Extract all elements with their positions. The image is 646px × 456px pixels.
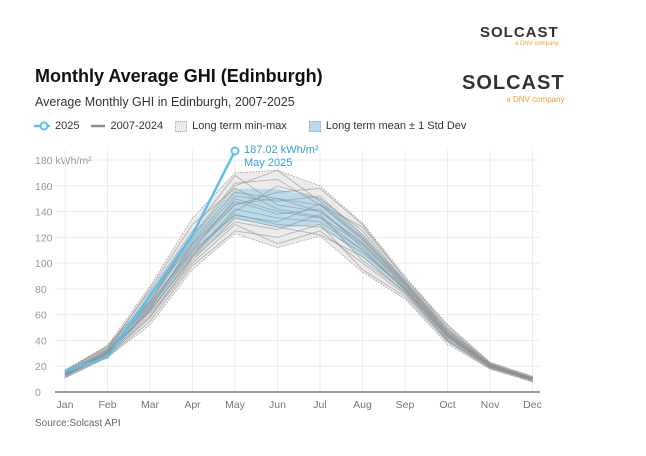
x-tick-label: Nov	[481, 399, 500, 411]
legend-item-historical[interactable]: 2007-2024	[91, 120, 163, 132]
swatch-icon	[308, 120, 321, 132]
x-tick-label: Apr	[184, 399, 201, 411]
swatch-icon	[175, 120, 188, 132]
historical-line	[64, 198, 533, 380]
x-tick-label: Dec	[523, 399, 542, 411]
historical-line	[64, 178, 533, 378]
line-icon	[91, 124, 106, 128]
historical-line	[64, 223, 533, 383]
historical-line	[64, 217, 533, 381]
y-tick-label: 20	[35, 361, 47, 373]
logo-name: SOLCAST	[480, 24, 559, 41]
x-tick-label: Jun	[269, 399, 286, 411]
historical-line	[64, 195, 533, 379]
line-2025	[64, 150, 237, 373]
logo-tagline: a DNV company	[506, 95, 565, 104]
y-tick-label: 0	[35, 387, 41, 399]
annotation-value: 187.02 kWh/m²	[244, 144, 319, 156]
x-tick-label: Jan	[57, 399, 74, 411]
chart-title: Monthly Average GHI (Edinburgh)	[35, 66, 323, 86]
y-tick-label: 80	[35, 284, 47, 296]
y-tick-label: 140	[35, 207, 53, 219]
logo-name: SOLCAST	[462, 72, 565, 94]
y-tick-label: 40	[35, 335, 47, 347]
legend-label: Long term mean ± 1 Std Dev	[325, 120, 467, 132]
solcast-logo: SOLCAST a DNV company	[462, 72, 565, 104]
historical-line	[64, 208, 533, 380]
historical-line	[64, 187, 533, 379]
logo-tagline: a DNV company	[514, 41, 559, 47]
legend-label: 2007-2024	[110, 120, 164, 132]
y-tick-label: 180 kWh/m²	[35, 155, 92, 167]
legend-item-2025[interactable]: 2025	[34, 120, 79, 132]
historical-line	[64, 169, 533, 380]
historical-line	[64, 203, 533, 379]
source-note: Source:Solcast API	[35, 418, 121, 429]
y-tick-label: 160	[35, 181, 53, 193]
chart-subtitle: Average Monthly GHI in Edinburgh, 2007-2…	[35, 95, 295, 109]
x-tick-label: Aug	[353, 399, 372, 411]
x-tick-label: Sep	[396, 399, 415, 411]
historical-line	[64, 213, 533, 381]
x-tick-label: Oct	[439, 399, 455, 411]
x-tick-label: Mar	[141, 399, 160, 411]
y-tick-label: 120	[35, 232, 53, 244]
y-tick-label: 60	[35, 310, 47, 322]
line-marker-icon	[34, 121, 50, 131]
x-tick-label: May	[225, 399, 246, 411]
legend-item-minmax[interactable]: Long term min-max	[175, 120, 287, 132]
solcast-logo-top: SOLCAST a DNV company	[480, 24, 559, 47]
legend-item-std[interactable]: Long term mean ± 1 Std Dev	[308, 120, 467, 132]
x-tick-label: Jul	[313, 399, 326, 411]
y-tick-label: 100	[35, 258, 53, 270]
point-2025-last	[230, 146, 240, 156]
legend: 2025 2007-2024 Long term min-max Long te…	[34, 120, 466, 132]
x-tick-label: Feb	[98, 399, 116, 411]
annotation-label: May 2025	[244, 157, 292, 169]
legend-label: 2025	[55, 120, 80, 132]
historical-line	[64, 223, 533, 381]
legend-label: Long term min-max	[192, 120, 287, 132]
